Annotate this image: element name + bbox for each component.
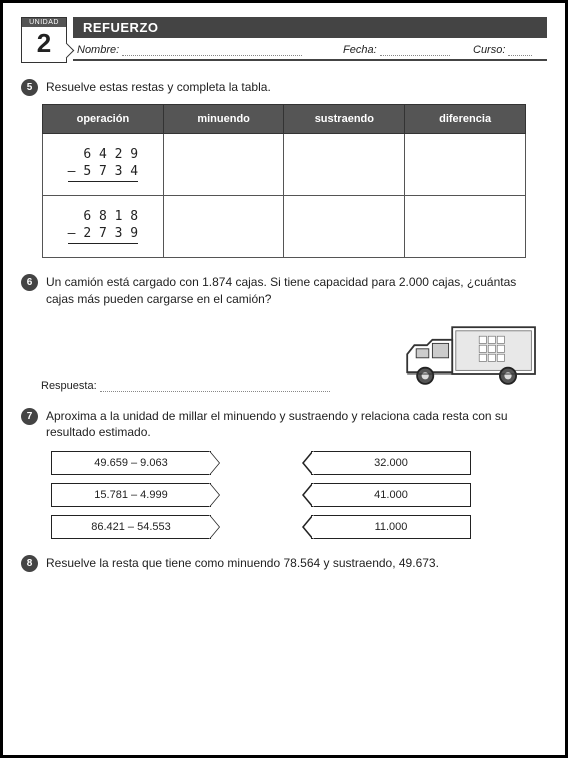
response-label: Respuesta: xyxy=(41,380,97,392)
q8-text: Resuelve la resta que tiene como minuend… xyxy=(46,555,439,572)
date-input-line[interactable] xyxy=(380,46,450,56)
q6-number: 6 xyxy=(21,274,38,291)
q8-number: 8 xyxy=(21,555,38,572)
question-7: 7 Aproxima a la unidad de millar el minu… xyxy=(21,408,547,540)
truck-icon xyxy=(397,320,547,392)
question-8: 8 Resuelve la resta que tiene como minue… xyxy=(21,555,547,572)
arrow-left-3[interactable]: 86.421 – 54.553 xyxy=(51,515,211,539)
arrow-right-1[interactable]: 32.000 xyxy=(311,451,471,475)
answer-cell[interactable] xyxy=(163,134,284,196)
name-input-line[interactable] xyxy=(122,46,302,56)
answer-cell[interactable] xyxy=(284,134,405,196)
q5-table: operación minuendo sustraendo diferencia… xyxy=(42,104,526,258)
arrow-left-1[interactable]: 49.659 – 9.063 xyxy=(51,451,211,475)
q5-number: 5 xyxy=(21,79,38,96)
question-5: 5 Resuelve estas restas y completa la ta… xyxy=(21,79,547,258)
table-row: 6 8 1 8– 2 7 3 9 xyxy=(43,196,526,258)
answer-cell[interactable] xyxy=(405,196,526,258)
col-diferencia: diferencia xyxy=(405,105,526,134)
response-line[interactable] xyxy=(100,382,330,392)
subtraction-1: 6 4 2 9– 5 7 3 4 xyxy=(68,147,138,183)
answer-cell[interactable] xyxy=(163,196,284,258)
answer-cell[interactable] xyxy=(284,196,405,258)
course-input-line[interactable] xyxy=(508,46,532,56)
q7-text: Aproxima a la unidad de millar el minuen… xyxy=(46,408,547,442)
question-6: 6 Un camión está cargado con 1.874 cajas… xyxy=(21,274,547,392)
arrow-left-2[interactable]: 15.781 – 4.999 xyxy=(51,483,211,507)
unit-number: 2 xyxy=(22,27,66,59)
subtraction-2: 6 8 1 8– 2 7 3 9 xyxy=(68,209,138,245)
worksheet-header: UNIDAD 2 REFUERZO Nombre: Fecha: Curso: xyxy=(21,17,547,61)
student-fields: Nombre: Fecha: Curso: xyxy=(73,38,547,61)
col-operacion: operación xyxy=(43,105,164,134)
q6-text: Un camión está cargado con 1.874 cajas. … xyxy=(46,274,547,308)
left-arrows: 49.659 – 9.063 15.781 – 4.999 86.421 – 5… xyxy=(51,451,211,539)
unit-badge: UNIDAD 2 xyxy=(21,17,67,63)
answer-cell[interactable] xyxy=(405,134,526,196)
course-label: Curso: xyxy=(473,44,505,56)
col-sustraendo: sustraendo xyxy=(284,105,405,134)
col-minuendo: minuendo xyxy=(163,105,284,134)
name-label: Nombre: xyxy=(77,44,119,56)
page-title: REFUERZO xyxy=(73,17,547,38)
q5-text: Resuelve estas restas y completa la tabl… xyxy=(46,79,271,96)
unit-label: UNIDAD xyxy=(22,18,66,27)
q7-number: 7 xyxy=(21,408,38,425)
right-arrows: 32.000 41.000 11.000 xyxy=(311,451,471,539)
table-row: 6 4 2 9– 5 7 3 4 xyxy=(43,134,526,196)
arrow-right-2[interactable]: 41.000 xyxy=(311,483,471,507)
date-label: Fecha: xyxy=(343,44,377,56)
arrow-right-3[interactable]: 11.000 xyxy=(311,515,471,539)
